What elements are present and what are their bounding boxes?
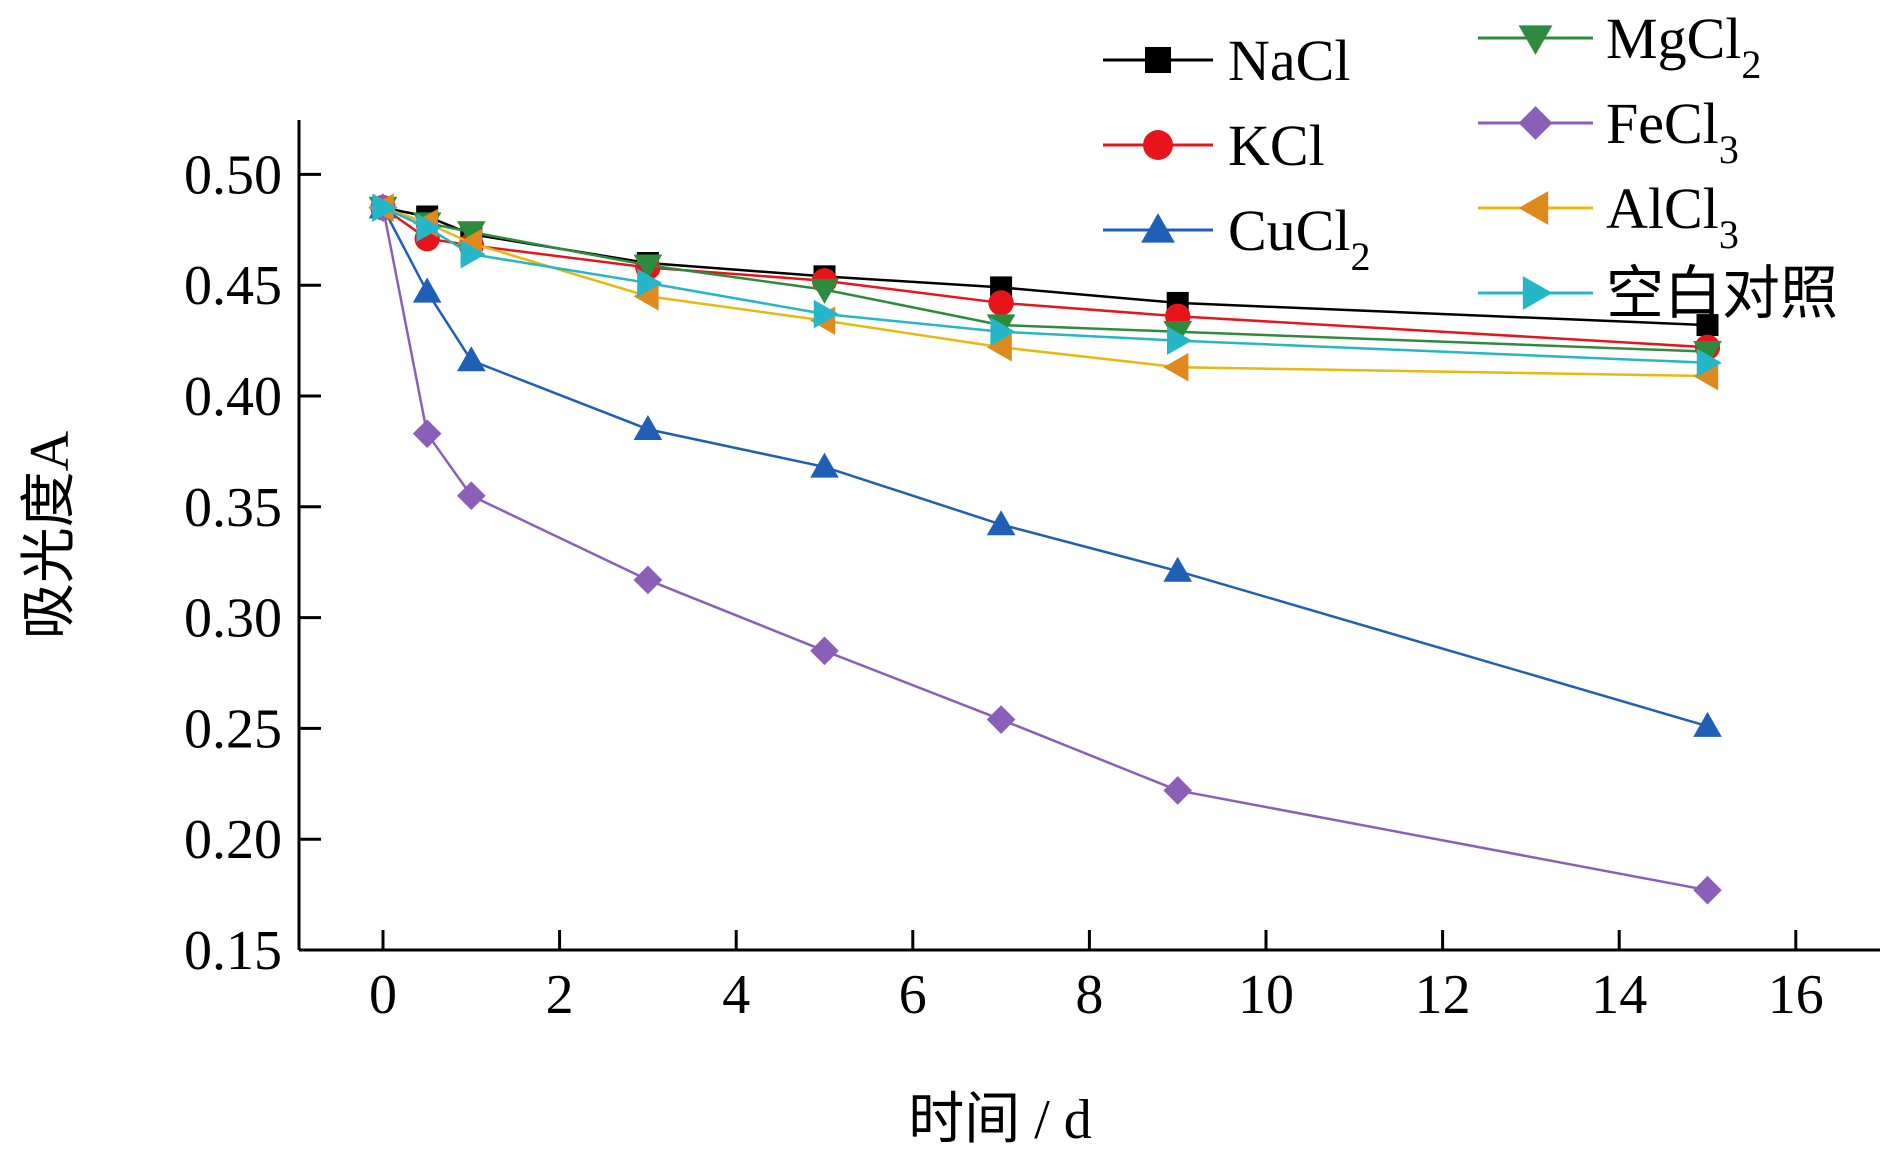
series-line: [382, 206, 1708, 353]
data-point: [416, 213, 442, 242]
y-tick-label: 0.45: [184, 255, 282, 317]
legend-item: KCl: [1103, 113, 1325, 178]
legend-label: FeCl3: [1606, 91, 1739, 172]
data-point: [412, 419, 442, 448]
series-line: [381, 207, 1708, 892]
data-point: [460, 239, 486, 269]
x-tick-label: 16: [1768, 964, 1824, 1026]
y-tick-label: 0.35: [184, 477, 282, 539]
data-point: [986, 705, 1016, 734]
x-axis-ticks: 0 2 4 6 8 10 12 14 16: [369, 930, 1824, 1026]
legend-marker: [1145, 47, 1171, 73]
data-point: [813, 299, 839, 329]
legend-item: FeCl3: [1478, 91, 1739, 172]
legend-marker: [1143, 130, 1173, 160]
data-point: [633, 254, 663, 280]
legend-item: MgCl2: [1478, 6, 1761, 87]
data-point: [1693, 340, 1722, 366]
data-point: [457, 346, 486, 372]
data-point: [810, 278, 839, 304]
data-point: [986, 332, 1012, 362]
data-point: [633, 414, 663, 440]
legend-label: MgCl2: [1606, 6, 1761, 87]
data-point: [1693, 875, 1722, 905]
data-point: [1693, 361, 1719, 391]
x-tick-label: 8: [1075, 964, 1103, 1026]
data-point: [372, 193, 398, 222]
legend-marker: [1518, 25, 1553, 55]
series-line: [381, 207, 1708, 728]
x-tick-label: 4: [722, 964, 750, 1026]
data-point: [637, 268, 663, 298]
y-tick-label: 0.15: [184, 920, 282, 982]
legend-marker: [1522, 276, 1553, 310]
series-line: [382, 206, 1708, 365]
y-tick-label: 0.25: [184, 698, 282, 760]
series-5: [368, 193, 1722, 905]
plot-series: [368, 193, 1722, 905]
series-3: [368, 193, 1722, 737]
data-point: [1696, 348, 1722, 378]
legend-item: AlCl3: [1478, 176, 1739, 257]
y-tick-label: 0.30: [184, 588, 282, 650]
legend-item: CuCl2: [1103, 198, 1371, 279]
x-tick-label: 10: [1238, 964, 1294, 1026]
legend-item: NaCl: [1103, 28, 1350, 93]
y-tick-label: 0.40: [184, 366, 282, 428]
y-axis-title: 吸光度A: [19, 430, 81, 639]
data-point: [810, 636, 839, 666]
legend-marker: [1141, 213, 1175, 243]
data-point: [1693, 711, 1722, 737]
x-axis-title: 时间 / d: [908, 1089, 1092, 1151]
x-tick-label: 0: [369, 964, 397, 1026]
data-point: [986, 510, 1016, 536]
data-point: [810, 452, 839, 478]
data-point: [1163, 776, 1192, 805]
x-tick-label: 12: [1415, 964, 1471, 1026]
legend-label: NaCl: [1228, 28, 1350, 93]
series-4: [368, 196, 1722, 366]
data-point: [988, 290, 1014, 316]
data-point: [457, 221, 486, 247]
y-tick-label: 0.50: [184, 144, 282, 206]
data-point: [457, 481, 486, 511]
series-1: [372, 196, 1719, 337]
data-point: [1696, 314, 1719, 337]
x-tick-label: 6: [899, 964, 927, 1026]
data-point: [1163, 556, 1192, 582]
data-point: [633, 281, 659, 311]
series-7: [372, 193, 1722, 378]
legend-label: CuCl2: [1228, 198, 1371, 279]
x-tick-label: 14: [1591, 964, 1647, 1026]
x-tick-label: 2: [546, 964, 574, 1026]
legend-label: AlCl3: [1606, 176, 1739, 257]
legend-label: KCl: [1228, 113, 1325, 178]
data-point: [412, 277, 442, 303]
data-point: [633, 565, 663, 595]
legend-item: 空白对照: [1478, 261, 1838, 326]
legend-label: 空白对照: [1606, 261, 1838, 326]
data-point: [1163, 352, 1189, 382]
legend-marker: [1518, 106, 1553, 140]
legend-marker: [1518, 191, 1549, 225]
y-axis-ticks: 0.15 0.20 0.25 0.30 0.35 0.40 0.45 0.50: [184, 144, 321, 982]
y-tick-label: 0.20: [184, 809, 282, 871]
data-point: [990, 317, 1016, 347]
data-point: [1166, 326, 1192, 355]
